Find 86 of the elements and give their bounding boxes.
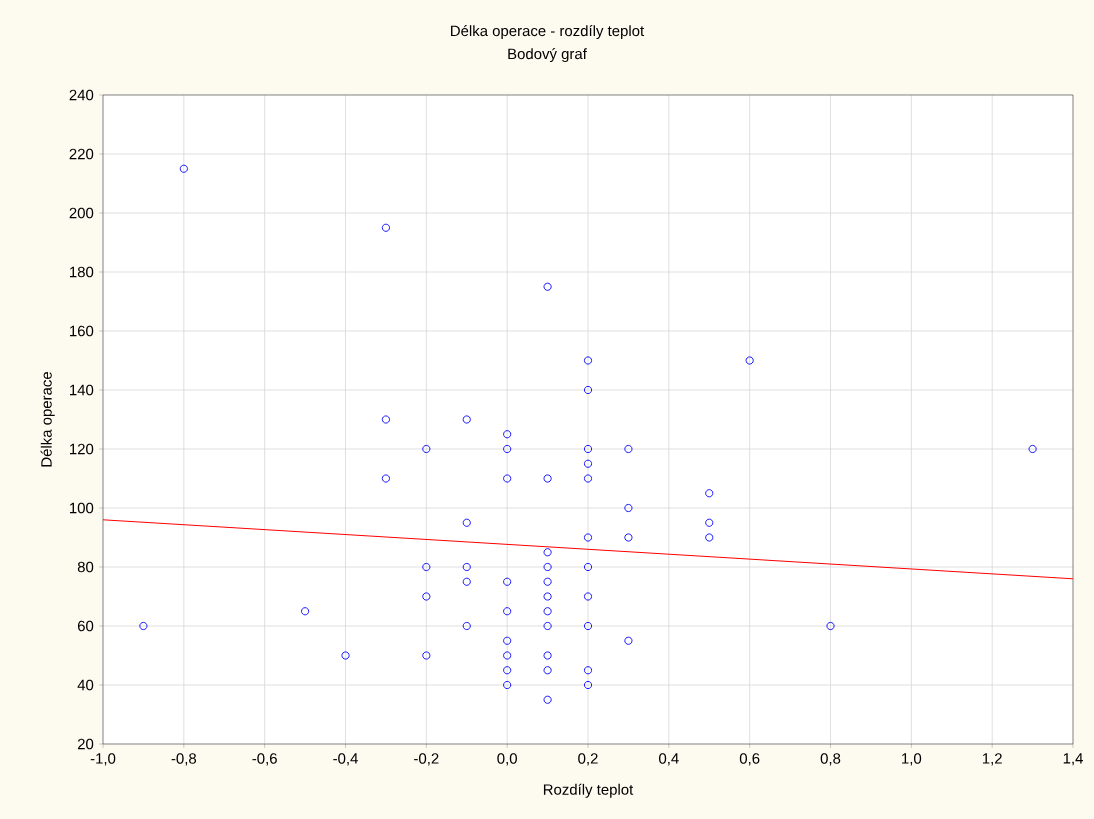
y-tick-label: 20 xyxy=(77,738,94,750)
point xyxy=(583,666,593,675)
y-tick-label: 140 xyxy=(70,384,94,396)
point xyxy=(745,356,754,365)
point xyxy=(503,430,512,439)
point xyxy=(503,651,512,660)
point xyxy=(462,621,471,631)
point xyxy=(503,607,512,616)
point xyxy=(503,474,512,483)
y-tick-label: 240 xyxy=(69,89,94,101)
point xyxy=(462,562,471,572)
point xyxy=(503,577,512,586)
point xyxy=(462,415,471,424)
x-tick-label: -0,4 xyxy=(333,753,358,766)
point xyxy=(422,651,431,660)
point xyxy=(583,444,593,454)
point xyxy=(301,607,310,616)
y-tick-label: 40 xyxy=(77,679,94,691)
point xyxy=(503,636,512,645)
point xyxy=(179,164,188,173)
point xyxy=(705,489,714,498)
point xyxy=(583,474,593,483)
point xyxy=(583,459,593,468)
y-tick-label: 120 xyxy=(70,443,94,455)
point xyxy=(705,533,714,542)
point xyxy=(543,651,552,660)
point xyxy=(543,562,552,572)
point xyxy=(381,474,390,483)
point xyxy=(543,607,552,616)
point xyxy=(422,562,431,572)
point xyxy=(503,444,512,454)
y-tick-label: 220 xyxy=(69,148,94,160)
point xyxy=(583,592,593,601)
y-tick-label: 160 xyxy=(70,325,94,337)
point xyxy=(624,636,633,645)
x-tick-label: 0,4 xyxy=(659,753,679,766)
y-axis-title: Délka operace xyxy=(40,372,55,467)
x-axis-title: Rozdíly teplot xyxy=(543,783,634,798)
point xyxy=(583,533,593,542)
point xyxy=(543,592,552,601)
point xyxy=(583,680,593,690)
point xyxy=(543,282,552,291)
point xyxy=(381,415,390,424)
point xyxy=(583,562,593,572)
y-tick-label: 80 xyxy=(77,561,94,573)
point xyxy=(543,621,552,631)
y-tick-label: 60 xyxy=(77,620,94,632)
point xyxy=(543,577,552,586)
point xyxy=(826,621,835,631)
point xyxy=(705,518,714,527)
y-tick-label: 200 xyxy=(69,207,94,219)
point xyxy=(462,577,471,586)
point xyxy=(624,503,633,513)
point xyxy=(381,223,390,232)
y-tick-label: 180 xyxy=(70,266,94,278)
point xyxy=(503,666,512,675)
x-tick-label: 1,2 xyxy=(982,753,1002,766)
x-tick-label: -0,8 xyxy=(171,753,197,766)
point xyxy=(624,444,633,454)
point xyxy=(583,356,593,365)
point xyxy=(543,666,552,675)
x-tick-label: 1,4 xyxy=(1063,753,1083,766)
point xyxy=(583,621,593,631)
x-tick-label: 0,8 xyxy=(820,753,841,766)
point xyxy=(543,548,552,557)
chart-subtitle: Bodový graf xyxy=(508,47,587,63)
x-tick-label: 0,0 xyxy=(497,753,517,766)
x-tick-label: -0,6 xyxy=(252,753,277,766)
point xyxy=(624,533,633,542)
point xyxy=(1028,444,1037,454)
x-tick-label: 0,2 xyxy=(578,753,598,766)
point xyxy=(422,592,431,601)
point xyxy=(543,695,552,704)
point xyxy=(583,385,593,395)
point xyxy=(543,474,552,483)
x-tick-label: -1,0 xyxy=(90,753,116,766)
y-tick-label: 100 xyxy=(70,502,94,514)
x-tick-label: 1,0 xyxy=(902,753,922,766)
point xyxy=(139,621,148,631)
point xyxy=(503,680,512,690)
x-tick-label: 0,6 xyxy=(739,753,760,766)
point xyxy=(341,651,350,660)
point xyxy=(462,518,471,527)
point xyxy=(422,444,431,454)
chart-title: Délka operace - rozdíly teplot xyxy=(451,24,645,40)
x-tick-label: -0,2 xyxy=(414,753,439,766)
